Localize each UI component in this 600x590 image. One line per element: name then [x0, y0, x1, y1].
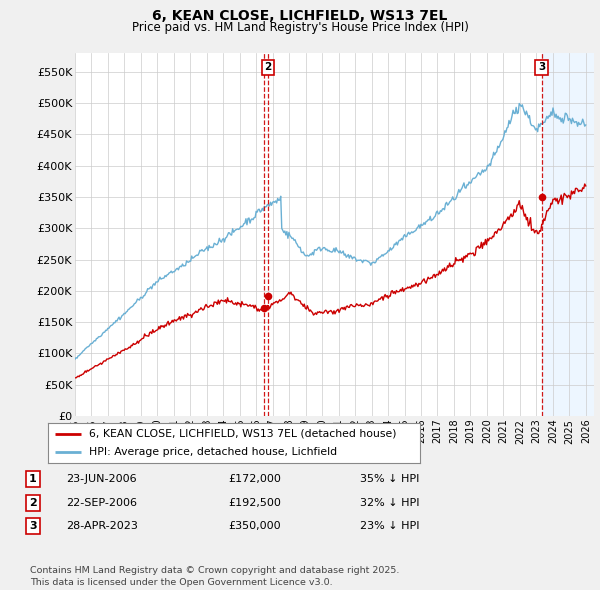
Text: 23% ↓ HPI: 23% ↓ HPI	[360, 522, 419, 531]
Bar	[542, 53, 594, 416]
Text: £172,000: £172,000	[228, 474, 281, 484]
Text: 2: 2	[265, 62, 272, 72]
Text: Price paid vs. HM Land Registry's House Price Index (HPI): Price paid vs. HM Land Registry's House …	[131, 21, 469, 34]
Text: 23-JUN-2006: 23-JUN-2006	[66, 474, 137, 484]
Text: 32% ↓ HPI: 32% ↓ HPI	[360, 498, 419, 507]
Text: 6, KEAN CLOSE, LICHFIELD, WS13 7EL: 6, KEAN CLOSE, LICHFIELD, WS13 7EL	[152, 9, 448, 23]
Text: 1: 1	[29, 474, 37, 484]
Text: 22-SEP-2006: 22-SEP-2006	[66, 498, 137, 507]
Text: £350,000: £350,000	[228, 522, 281, 531]
Text: 6, KEAN CLOSE, LICHFIELD, WS13 7EL (detached house): 6, KEAN CLOSE, LICHFIELD, WS13 7EL (deta…	[89, 429, 397, 439]
Text: HPI: Average price, detached house, Lichfield: HPI: Average price, detached house, Lich…	[89, 447, 337, 457]
Text: 3: 3	[29, 522, 37, 531]
Text: 2: 2	[29, 498, 37, 507]
Text: 35% ↓ HPI: 35% ↓ HPI	[360, 474, 419, 484]
Text: £192,500: £192,500	[228, 498, 281, 507]
Text: 3: 3	[538, 62, 545, 72]
Text: Contains HM Land Registry data © Crown copyright and database right 2025.
This d: Contains HM Land Registry data © Crown c…	[30, 566, 400, 587]
Text: 28-APR-2023: 28-APR-2023	[66, 522, 138, 531]
